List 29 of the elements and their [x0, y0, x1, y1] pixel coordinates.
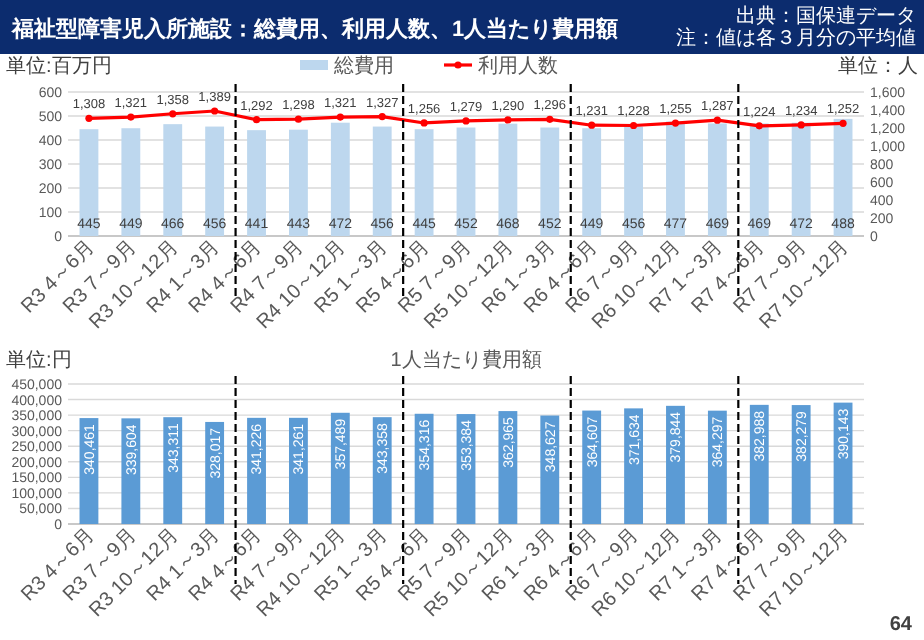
point	[629, 121, 638, 130]
point	[797, 121, 805, 129]
source-note: 出典：国保連データ	[736, 4, 916, 28]
point	[671, 119, 680, 127]
chart-title: 1人当たり費用額	[390, 348, 542, 372]
point	[462, 117, 470, 125]
chart-title: 福祉型障害児入所施設：総費用、利用人数、1人当たり費用額	[10, 16, 619, 42]
point	[127, 113, 135, 121]
point	[169, 110, 177, 118]
point	[588, 121, 596, 129]
point	[755, 122, 763, 130]
point	[336, 113, 344, 121]
point	[839, 119, 847, 127]
point	[294, 115, 303, 123]
point	[85, 114, 93, 122]
legend-label: 利用人数	[478, 54, 558, 78]
text: 64	[889, 614, 913, 636]
point	[504, 116, 512, 124]
point	[252, 116, 261, 124]
legend-label: 総費用	[332, 54, 394, 78]
point	[546, 115, 554, 123]
y-axis-title: 単位:円	[6, 348, 72, 372]
text: 注：値は各３月分の平均値	[676, 26, 916, 50]
point	[378, 112, 386, 121]
point	[211, 107, 219, 115]
y2-axis-title: 単位：人	[838, 54, 918, 78]
point	[713, 116, 721, 124]
y-axis-title: 単位:百万円	[6, 54, 112, 78]
point	[420, 119, 428, 127]
